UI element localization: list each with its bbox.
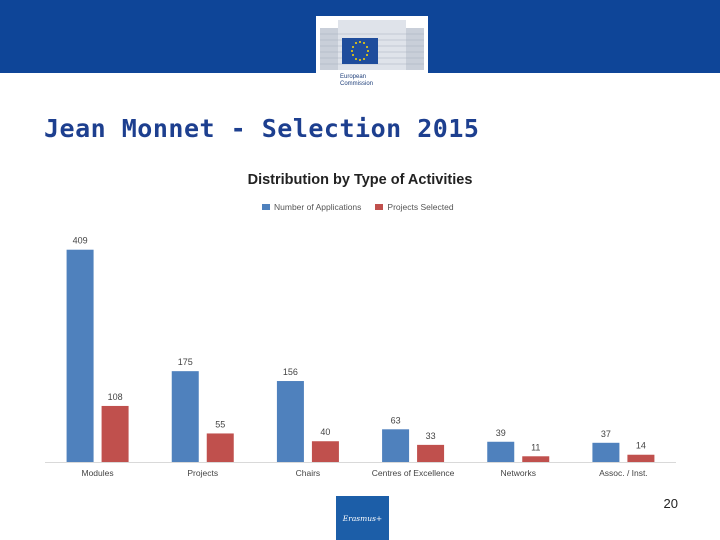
data-label-applications-5: 37 [601,429,611,439]
slide-title: Jean Monnet - Selection 2015 [44,114,480,143]
bar-applications-5 [592,442,620,462]
building-wing-right [406,28,424,70]
data-label-selected-1: 55 [215,419,225,429]
logo-background [316,16,428,96]
data-label-applications-1: 175 [178,357,193,367]
data-label-applications-0: 409 [73,236,88,246]
data-label-applications-3: 63 [391,415,401,425]
bar-selected-5 [627,454,655,462]
bar-selected-0 [101,405,129,462]
x-tick-label-1: Projects [187,468,218,478]
legend-entry-applications: Number of Applications [262,202,361,212]
data-label-applications-4: 39 [496,428,506,438]
logo-graphic [316,16,428,96]
bar-applications-4 [487,441,515,462]
erasmus-plus-label: Erasmus+ [342,514,383,523]
bar-applications-2 [276,381,304,462]
x-tick-label-2: Chairs [296,468,321,478]
data-label-selected-2: 40 [320,427,330,437]
x-tick-label-3: Centres of Excellence [372,468,455,478]
bar-applications-1 [171,371,199,462]
logo-line-2: Commission [340,81,374,87]
bar-selected-4 [522,456,550,462]
legend-swatch-selected [375,204,384,210]
bar-selected-3 [417,444,445,462]
data-label-applications-2: 156 [283,367,298,377]
data-label-selected-0: 108 [108,392,123,402]
x-tick-label-4: Networks [501,468,536,478]
bar-chart: 409 108 Modules 175 55 Projects 156 40 Chairs 63 3… [45,236,676,478]
data-label-selected-4: 11 [531,442,540,452]
bar-selected-1 [206,433,234,462]
chart-legend: Number of Applications Projects Selected [262,202,468,212]
bar-applications-3 [382,429,410,462]
erasmus-plus-logo: Erasmus+ [336,496,389,540]
chart-title: Distribution by Type of Activities [247,172,473,188]
bar-applications-0 [66,249,94,462]
legend-swatch-applications [262,204,270,210]
european-commission-logo: European Commission [316,16,428,96]
eu-stars-icon [351,41,369,61]
logo-text: European Commission [340,74,410,88]
logo-line-1: European [340,74,367,80]
x-tick-label-0: Modules [82,468,114,478]
data-label-selected-5: 14 [636,441,646,451]
building-wing-left [320,28,338,70]
legend-label-selected: Projects Selected [387,202,454,212]
legend-entry-selected: Projects Selected [375,202,454,212]
data-label-selected-3: 33 [426,431,436,441]
page-number: 20 [663,496,678,511]
bar-selected-2 [311,441,339,462]
legend-label-applications: Number of Applications [274,202,362,212]
x-tick-label-5: Assoc. / Inst. [599,468,648,478]
